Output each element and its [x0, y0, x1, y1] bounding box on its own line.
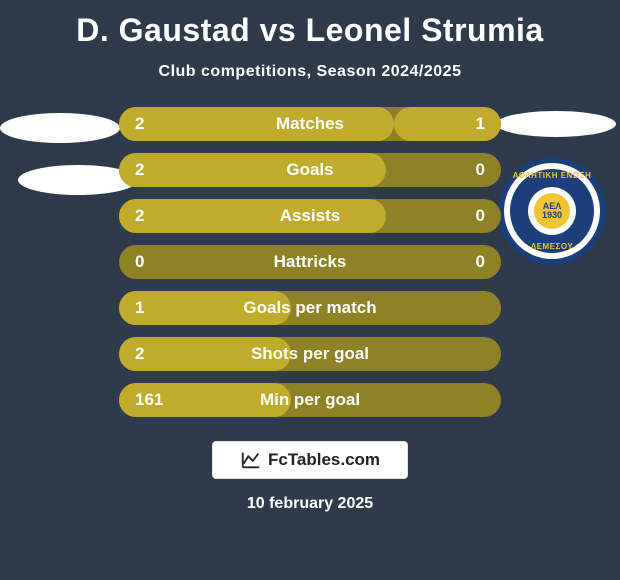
player-left-silhouette-top — [0, 113, 120, 143]
stat-value-right: 0 — [476, 153, 485, 187]
stat-label: Hattricks — [119, 245, 501, 279]
footer-date: 10 february 2025 — [0, 495, 620, 513]
badge-center: ΑΕΛ 1930 — [534, 193, 570, 229]
stat-row: 2 Matches 1 — [119, 107, 501, 141]
club-badge: ΑΘΛΗΤΙΚΗ ΕΝΩΣΗ ΛΕΜΕΣΟΥ ΑΕΛ 1930 — [498, 157, 606, 265]
stat-label: Matches — [119, 107, 501, 141]
stat-label: Goals — [119, 153, 501, 187]
watermark-text: FcTables.com — [268, 450, 380, 470]
page-subtitle: Club competitions, Season 2024/2025 — [0, 63, 620, 81]
stat-label: Goals per match — [119, 291, 501, 325]
chart-icon — [240, 449, 262, 471]
stat-row: 2 Goals 0 — [119, 153, 501, 187]
stat-value-right: 0 — [476, 199, 485, 233]
stat-rows: 2 Matches 1 2 Goals 0 2 Assists 0 — [119, 107, 501, 417]
badge-center-text: ΑΕΛ 1930 — [542, 202, 562, 220]
badge-bottom-text: ΛΕΜΕΣΟΥ — [498, 242, 606, 251]
stat-label: Assists — [119, 199, 501, 233]
watermark: FcTables.com — [212, 441, 408, 479]
player-right-silhouette-top — [496, 111, 616, 137]
stats-area: ΑΘΛΗΤΙΚΗ ΕΝΩΣΗ ΛΕΜΕΣΟΥ ΑΕΛ 1930 2 Matche… — [0, 107, 620, 513]
stat-row: 2 Assists 0 — [119, 199, 501, 233]
badge-center-bottom: 1930 — [542, 211, 562, 220]
page-title: D. Gaustad vs Leonel Strumia — [0, 0, 620, 49]
stat-value-right: 1 — [476, 107, 485, 141]
comparison-card: D. Gaustad vs Leonel Strumia Club compet… — [0, 0, 620, 580]
stat-row: 161 Min per goal — [119, 383, 501, 417]
stat-row: 0 Hattricks 0 — [119, 245, 501, 279]
stat-value-right: 0 — [476, 245, 485, 279]
stat-row: 1 Goals per match — [119, 291, 501, 325]
stat-label: Min per goal — [119, 383, 501, 417]
stat-row: 2 Shots per goal — [119, 337, 501, 371]
stat-label: Shots per goal — [119, 337, 501, 371]
badge-top-text: ΑΘΛΗΤΙΚΗ ΕΝΩΣΗ — [498, 171, 606, 180]
